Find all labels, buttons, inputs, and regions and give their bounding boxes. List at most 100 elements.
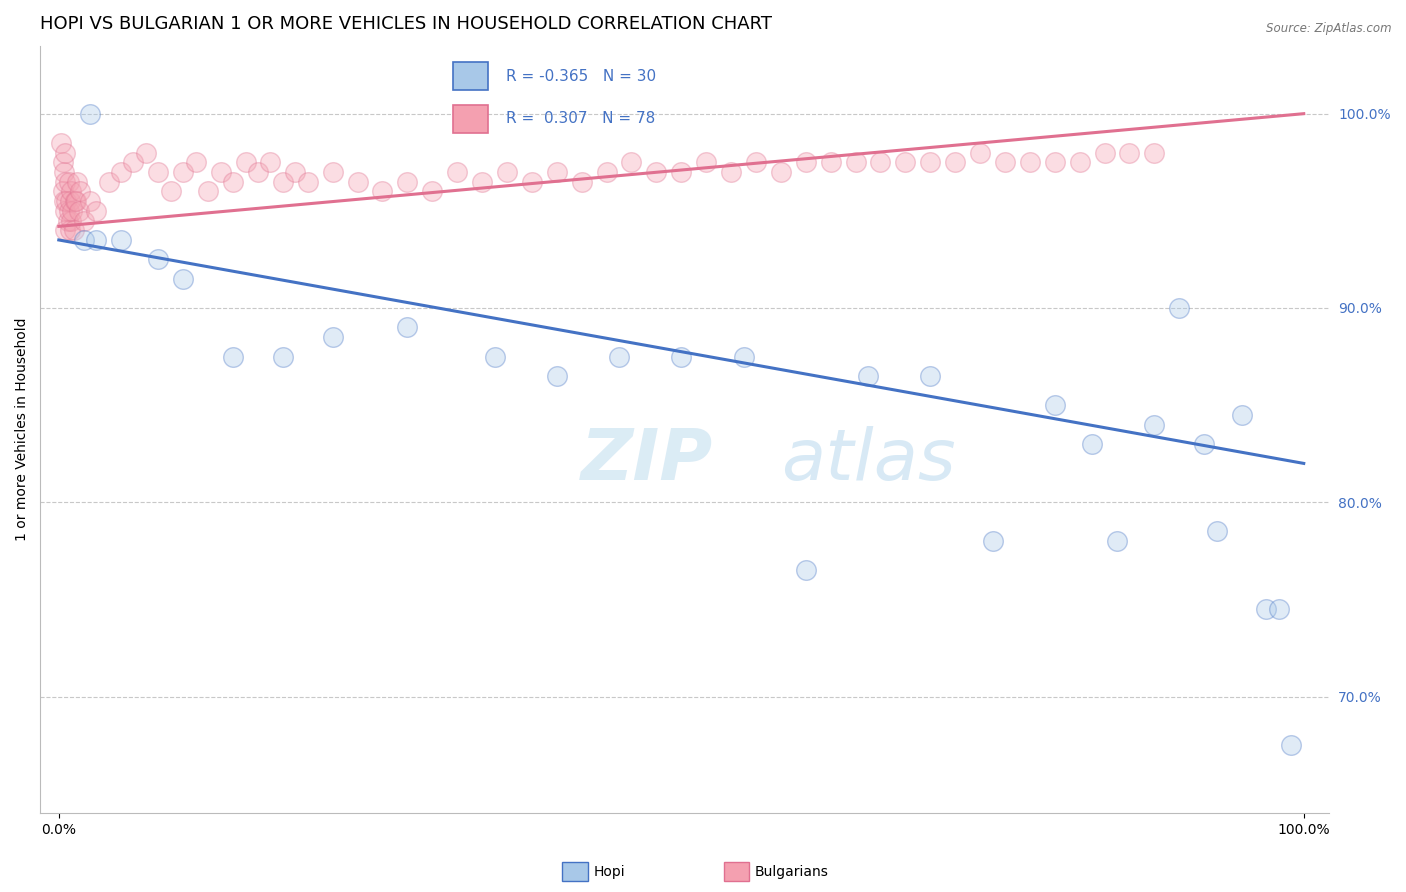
Point (1018, 155, 1040, 169)
Point (595, 165, 617, 179)
Point (1069, 155, 1091, 169)
Point (58, 175, 80, 189)
Point (97, 175, 120, 189)
Point (55, 194, 77, 208)
Point (695, 155, 717, 169)
Point (1230, 408, 1253, 422)
Point (1081, 437, 1104, 451)
Point (1279, 738, 1302, 752)
Point (1143, 145, 1166, 160)
Point (671, 165, 693, 179)
Point (420, 185, 443, 199)
Point (160, 185, 183, 199)
Point (1043, 398, 1066, 412)
Point (197, 185, 219, 199)
Point (520, 175, 543, 189)
Point (53, 175, 76, 189)
Point (62, 223, 84, 237)
Point (66, 175, 89, 189)
Point (53, 223, 76, 237)
Point (172, 165, 194, 179)
Point (235, 155, 257, 169)
Point (620, 155, 643, 169)
Point (869, 155, 891, 169)
Point (63, 194, 86, 208)
Point (1105, 534, 1128, 549)
Point (271, 350, 294, 364)
Point (471, 175, 494, 189)
Point (52, 165, 75, 179)
Point (496, 165, 519, 179)
Point (645, 165, 668, 179)
Point (148, 252, 170, 267)
Point (59, 223, 82, 237)
Point (259, 155, 281, 169)
Point (845, 155, 868, 169)
Point (769, 165, 792, 179)
Point (84, 233, 107, 247)
Point (969, 145, 991, 160)
Point (67, 203, 90, 218)
Point (981, 534, 1004, 549)
Point (53, 203, 76, 218)
Point (396, 320, 419, 334)
Point (52, 194, 75, 208)
Text: atlas: atlas (780, 425, 956, 494)
Point (51, 155, 73, 169)
Point (222, 175, 245, 189)
Point (53, 145, 76, 160)
Point (1205, 524, 1227, 539)
Point (58, 203, 80, 218)
Point (56, 213, 79, 227)
Point (1094, 145, 1116, 160)
Point (122, 155, 145, 169)
Point (720, 165, 742, 179)
Point (297, 175, 319, 189)
Point (733, 350, 755, 364)
Point (994, 155, 1017, 169)
Point (322, 165, 344, 179)
Text: HOPI VS BULGARIAN 1 OR MORE VEHICLES IN HOUSEHOLD CORRELATION CHART: HOPI VS BULGARIAN 1 OR MORE VEHICLES IN … (41, 15, 772, 33)
Point (794, 155, 817, 169)
Point (371, 185, 394, 199)
Point (73, 233, 96, 247)
Point (484, 350, 506, 364)
Point (184, 155, 207, 169)
Point (84, 203, 107, 218)
Point (51, 136, 73, 150)
Point (794, 563, 817, 577)
Y-axis label: 1 or more Vehicles in Household: 1 or more Vehicles in Household (15, 318, 30, 541)
Point (69, 185, 91, 199)
Point (1143, 417, 1166, 432)
Point (148, 165, 170, 179)
Point (51, 185, 73, 199)
Point (1192, 437, 1215, 451)
Point (920, 155, 942, 169)
Point (856, 368, 879, 383)
Point (920, 368, 942, 383)
Point (284, 165, 307, 179)
Point (79, 106, 101, 120)
Point (1256, 602, 1278, 616)
Point (346, 175, 368, 189)
Point (79, 194, 101, 208)
Point (60, 213, 83, 227)
Point (1118, 145, 1140, 160)
Point (671, 350, 693, 364)
Point (209, 165, 232, 179)
Point (1168, 301, 1191, 315)
Point (607, 350, 630, 364)
Point (271, 175, 294, 189)
Point (172, 272, 194, 286)
Point (73, 213, 96, 227)
Point (135, 145, 157, 160)
Point (943, 155, 966, 169)
Point (894, 155, 917, 169)
Point (745, 155, 768, 169)
Point (546, 165, 568, 179)
Text: ZIP: ZIP (581, 425, 714, 494)
Point (820, 155, 842, 169)
Point (246, 165, 269, 179)
Point (222, 350, 245, 364)
Text: Hopi: Hopi (593, 865, 624, 880)
